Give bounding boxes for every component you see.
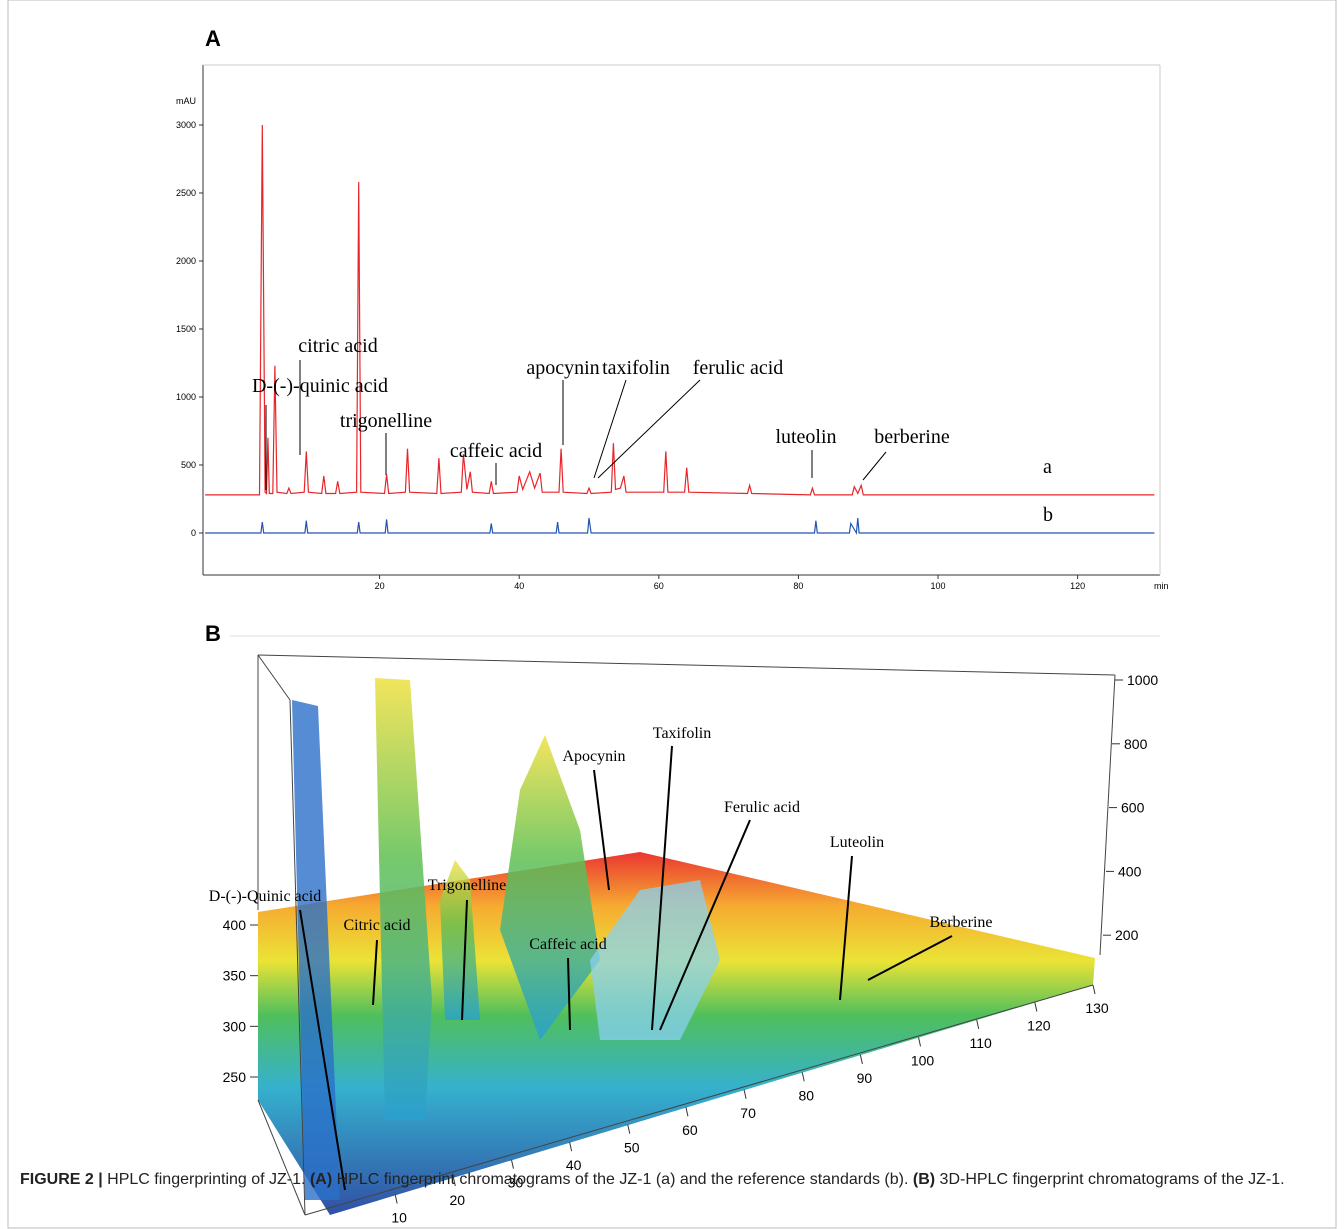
x-tick-label: 80	[793, 581, 803, 591]
x-tick-label: 90	[857, 1070, 873, 1086]
y-tick-label: 300	[223, 1018, 247, 1034]
trace-label: a	[1043, 456, 1052, 478]
trace	[205, 517, 1155, 535]
annotation-line	[651, 745, 673, 1031]
y-tick-label: 3000	[176, 120, 196, 130]
x-tick-label: 30	[508, 1175, 524, 1191]
annotation: luteolin	[775, 426, 836, 448]
annotation-line	[597, 379, 701, 479]
annotation: Berberine	[929, 914, 992, 931]
annotation-line	[867, 935, 953, 981]
panel-label: A	[205, 26, 221, 51]
caption-ref: (A)	[309, 1171, 333, 1188]
x-tick	[685, 1107, 689, 1117]
box	[257, 654, 1116, 1216]
caption-text: 3D-HPLC fingerprint chromatograms of the…	[939, 1171, 1285, 1188]
annotation-line	[299, 909, 346, 1191]
x-tick-label: 20	[375, 581, 385, 591]
annotation: apocynin	[526, 357, 599, 379]
annotation: berberine	[874, 426, 950, 448]
annotation: D-(-)-Quinic acid	[209, 888, 321, 905]
y-tick-label: 2000	[176, 256, 196, 266]
surface	[258, 678, 1095, 1215]
annotation: Citric acid	[343, 917, 410, 934]
caption-text: HPLC fingerprint chromatograms of the JZ…	[336, 1171, 909, 1188]
x-unit: min	[1154, 581, 1169, 591]
y-tick-label: 500	[181, 460, 196, 470]
caption-label: FIGURE 2 |	[20, 1171, 103, 1188]
x-tick-label: 20	[450, 1192, 466, 1208]
x-tick-label: 10	[391, 1210, 407, 1226]
annotation: Caffeic acid	[529, 936, 606, 953]
y-tick-label: 250	[223, 1069, 247, 1085]
x-tick-label: 110	[970, 1035, 993, 1051]
x-tick-label: 80	[798, 1087, 814, 1103]
annotation: taxifolin	[602, 357, 670, 379]
annotation: trigonelline	[340, 410, 432, 432]
x-tick	[569, 1142, 573, 1152]
trace	[205, 124, 1155, 496]
x-tick	[394, 1194, 398, 1204]
x-tick	[918, 1037, 922, 1047]
caption-ref: (B)	[912, 1171, 936, 1188]
annotation-line	[593, 379, 627, 479]
x-tick-label: 100	[931, 581, 946, 591]
z-tick-label: 400	[1118, 863, 1142, 879]
caption: FIGURE 2 | HPLC fingerprinting of JZ-1. …	[20, 1168, 1320, 1192]
y-tick-label: 1000	[176, 392, 196, 402]
annotation-line	[461, 899, 468, 1021]
x-tick	[976, 1019, 980, 1030]
panel-label: B	[205, 621, 221, 646]
x-tick-label: 120	[1027, 1017, 1051, 1033]
y-tick-label: 0	[191, 528, 196, 538]
annotation: D-(-)-quinic acid	[252, 375, 388, 397]
trace-label: b	[1043, 504, 1053, 526]
x-tick-label: 60	[682, 1122, 698, 1138]
annotation-line	[567, 957, 571, 1031]
x-tick-label: 130	[1085, 1000, 1109, 1016]
z-tick-label: 800	[1124, 736, 1148, 752]
x-tick-label: 70	[740, 1105, 756, 1121]
x-tick-label: 100	[911, 1052, 935, 1068]
annotation: citric acid	[298, 335, 377, 357]
frame	[7, 0, 1337, 1229]
annotation: caffeic acid	[450, 440, 542, 462]
x-tick-label: 60	[654, 581, 664, 591]
y-tick-label: 1500	[176, 324, 196, 334]
x-tick-label: 40	[514, 581, 524, 591]
z-tick-label: 1000	[1127, 672, 1158, 688]
annotation: Ferulic acid	[724, 799, 800, 816]
annotation: Taxifolin	[653, 725, 711, 742]
annotation-line	[862, 451, 887, 481]
annotation-line	[593, 769, 610, 891]
x-tick	[743, 1089, 747, 1099]
z-tick-label: 600	[1121, 800, 1145, 816]
annotation: Luteolin	[830, 834, 884, 851]
x-tick	[1092, 984, 1096, 995]
annotation: Apocynin	[562, 748, 625, 765]
annotation-line	[839, 855, 853, 1001]
annotation: ferulic acid	[693, 357, 784, 379]
x-tick-label: 40	[566, 1157, 582, 1173]
x-tick	[1034, 1002, 1038, 1012]
annotation-line	[659, 819, 751, 1031]
x-tick	[627, 1124, 631, 1134]
y-unit: mAU	[176, 96, 196, 106]
x-tick	[510, 1159, 514, 1169]
z-tick-label: 200	[1115, 927, 1139, 943]
x-tick	[801, 1072, 805, 1082]
x-tick	[452, 1176, 456, 1187]
x-tick-label: 50	[624, 1140, 640, 1156]
y-tick-label: 400	[223, 917, 247, 933]
y-tick-label: 2500	[176, 188, 196, 198]
x-tick-label: 120	[1070, 581, 1085, 591]
annotation: Trigonelline	[428, 877, 507, 894]
caption-text: HPLC fingerprinting of JZ-1.	[107, 1171, 306, 1188]
x-tick	[859, 1054, 863, 1064]
y-tick-label: 350	[223, 968, 247, 984]
annotation-line	[372, 939, 378, 1006]
